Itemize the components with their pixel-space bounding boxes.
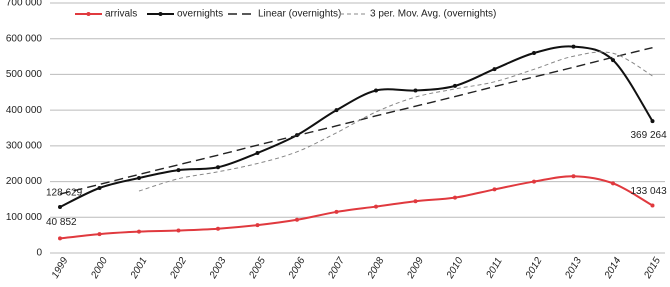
data-point xyxy=(374,88,378,93)
data-point xyxy=(571,44,576,49)
data-point xyxy=(255,151,260,155)
x-tick-label: 2005 xyxy=(247,255,268,281)
data-point xyxy=(413,88,418,93)
legend-label: overnights xyxy=(177,9,223,20)
y-tick-label: 500 000 xyxy=(6,69,43,80)
data-point xyxy=(216,165,220,170)
data-point xyxy=(374,204,378,209)
data-point xyxy=(611,58,615,63)
legend-label: 3 per. Mov. Avg. (overnights) xyxy=(370,9,496,20)
y-tick-label: 0 xyxy=(36,248,42,259)
data-point xyxy=(137,176,141,180)
data-point xyxy=(295,217,299,222)
data-point xyxy=(255,223,260,228)
series-line xyxy=(138,51,653,192)
data-point xyxy=(334,108,339,113)
x-tick-label: 2015 xyxy=(642,255,663,281)
data-point xyxy=(97,232,102,237)
data-point xyxy=(176,228,181,233)
legend-label: Linear (overnights) xyxy=(258,9,341,20)
x-tick-label: 2010 xyxy=(444,255,465,281)
series-line xyxy=(59,175,653,240)
x-tick-label: 2007 xyxy=(326,255,347,281)
data-point xyxy=(97,186,102,190)
data-point xyxy=(216,226,220,231)
y-tick-label: 700 000 xyxy=(6,0,43,9)
series-line xyxy=(59,45,654,208)
x-tick-label: 2006 xyxy=(286,255,307,281)
y-tick-label: 300 000 xyxy=(6,140,43,151)
series-line xyxy=(59,46,653,195)
x-tick-label: 2002 xyxy=(168,255,189,281)
x-tick-label: 2001 xyxy=(128,256,149,282)
x-tick-label: 2008 xyxy=(365,255,386,281)
y-tick-label: 200 000 xyxy=(6,176,43,187)
data-label: 369 264 xyxy=(631,130,668,141)
data-point xyxy=(453,195,457,200)
data-label: 40 852 xyxy=(46,217,77,228)
data-point xyxy=(492,187,497,192)
x-tick-label: 2014 xyxy=(602,255,623,281)
x-tick-label: 2012 xyxy=(523,255,544,281)
y-tick-label: 400 000 xyxy=(6,105,43,116)
data-point xyxy=(176,168,181,173)
data-point xyxy=(650,203,655,208)
data-point xyxy=(650,119,655,124)
data-point xyxy=(532,51,536,55)
y-tick-label: 600 000 xyxy=(6,33,43,44)
data-point xyxy=(453,83,457,88)
x-tick-label: 2003 xyxy=(207,255,228,281)
legend-marker xyxy=(86,12,91,16)
x-tick-label: 1999 xyxy=(50,255,71,280)
y-tick-label: 100 000 xyxy=(6,212,43,223)
legend-label: arrivals xyxy=(105,9,137,20)
legend-marker xyxy=(158,12,163,16)
data-point xyxy=(611,181,615,186)
data-label: 133 043 xyxy=(631,186,668,197)
x-tick-label: 2013 xyxy=(563,255,584,281)
data-point xyxy=(58,236,62,241)
x-tick-label: 2000 xyxy=(89,255,110,281)
data-point xyxy=(413,199,418,204)
x-tick-label: 2009 xyxy=(405,255,426,281)
data-point xyxy=(492,67,497,72)
data-point xyxy=(58,205,62,210)
data-point xyxy=(137,229,141,234)
x-tick-label: 2011 xyxy=(484,256,505,281)
data-point xyxy=(571,174,576,179)
data-point xyxy=(532,179,536,184)
data-point xyxy=(334,209,339,214)
